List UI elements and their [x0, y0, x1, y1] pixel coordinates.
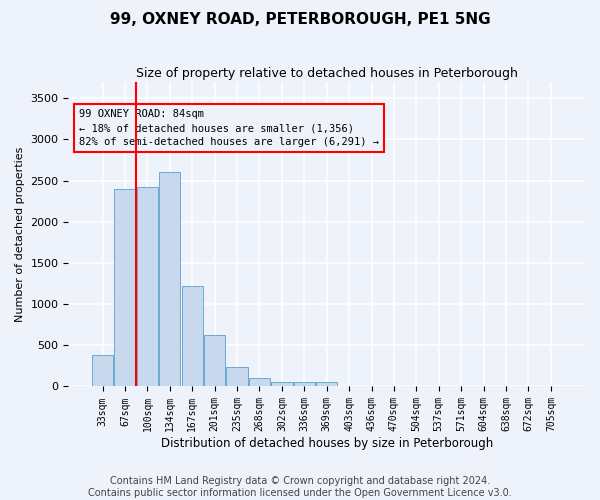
Bar	[182, 286, 203, 386]
Bar	[249, 378, 270, 386]
Bar	[226, 366, 248, 386]
Title: Size of property relative to detached houses in Peterborough: Size of property relative to detached ho…	[136, 68, 518, 80]
Text: Contains HM Land Registry data © Crown copyright and database right 2024.
Contai: Contains HM Land Registry data © Crown c…	[88, 476, 512, 498]
Bar	[271, 382, 293, 386]
X-axis label: Distribution of detached houses by size in Peterborough: Distribution of detached houses by size …	[161, 437, 493, 450]
Bar	[204, 334, 225, 386]
Bar	[293, 382, 315, 386]
Bar	[159, 172, 181, 386]
Bar	[115, 189, 136, 386]
Y-axis label: Number of detached properties: Number of detached properties	[15, 146, 25, 322]
Text: 99, OXNEY ROAD, PETERBOROUGH, PE1 5NG: 99, OXNEY ROAD, PETERBOROUGH, PE1 5NG	[110, 12, 490, 28]
Text: 99 OXNEY ROAD: 84sqm
← 18% of detached houses are smaller (1,356)
82% of semi-de: 99 OXNEY ROAD: 84sqm ← 18% of detached h…	[79, 109, 379, 147]
Bar	[316, 382, 337, 386]
Bar	[137, 187, 158, 386]
Bar	[92, 355, 113, 386]
